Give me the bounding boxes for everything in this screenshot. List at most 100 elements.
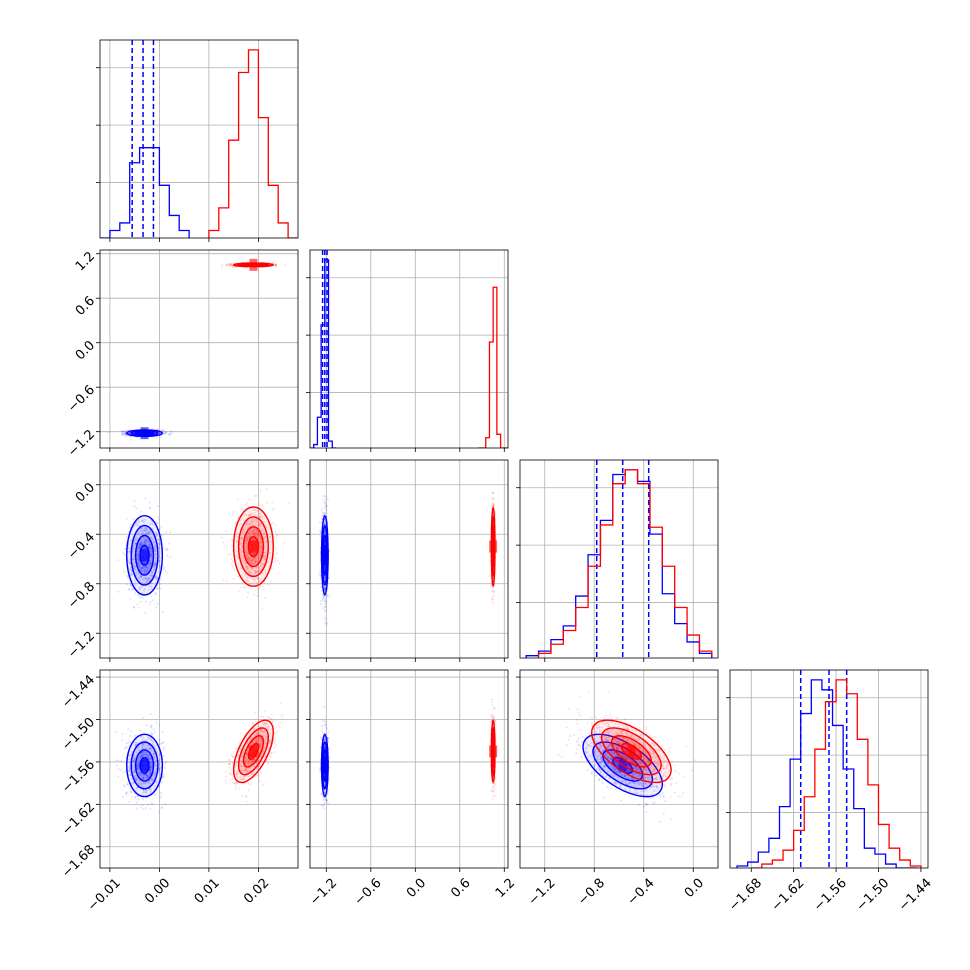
sample-point: [153, 540, 156, 543]
sample-point: [121, 552, 124, 555]
sample-point: [274, 264, 277, 267]
sample-point: [274, 559, 277, 562]
sample-point: [158, 542, 161, 545]
sample-point: [246, 545, 249, 548]
sample-point: [145, 541, 148, 544]
sample-point: [222, 579, 225, 582]
sample-point: [258, 581, 261, 584]
sample-point: [148, 543, 151, 546]
sample-point: [141, 519, 144, 522]
sample-point: [242, 528, 245, 531]
sample-point: [164, 431, 167, 434]
sample-point: [143, 571, 146, 574]
sample-point: [152, 752, 155, 755]
sample-point: [154, 772, 157, 775]
sample-point: [130, 574, 133, 577]
sample-point: [116, 559, 119, 562]
sample-point: [147, 776, 150, 779]
sample-point: [272, 508, 275, 511]
sample-point: [258, 545, 261, 548]
sample-point: [132, 563, 135, 566]
sample-point: [144, 528, 147, 531]
histogram-step-0-0: [100, 147, 190, 238]
sample-point: [148, 546, 151, 549]
sample-point: [165, 548, 168, 551]
sample-point: [149, 574, 152, 577]
sample-point: [245, 527, 248, 530]
sample-point: [134, 580, 137, 583]
sample-point: [142, 737, 145, 740]
sample-point: [245, 540, 248, 543]
sample-point: [145, 774, 148, 777]
sample-point: [153, 531, 156, 534]
sample-point: [147, 543, 150, 546]
sample-point: [153, 731, 156, 734]
sample-point: [145, 773, 148, 776]
sample-point: [226, 263, 229, 266]
sample-point: [319, 585, 322, 588]
sample-point: [262, 572, 265, 575]
sample-point: [253, 553, 256, 556]
sample-point: [249, 523, 252, 526]
sample-point: [246, 536, 249, 539]
sample-point: [252, 531, 255, 534]
sample-point: [164, 766, 167, 769]
sample-point: [259, 569, 262, 572]
sample-point: [157, 539, 160, 542]
sample-point: [140, 541, 143, 544]
sample-point: [142, 561, 145, 564]
sample-point: [232, 265, 235, 268]
sample-point: [149, 788, 152, 791]
sample-point: [128, 550, 131, 553]
sample-point: [127, 551, 130, 554]
sample-point: [251, 560, 254, 563]
sample-point: [150, 554, 153, 557]
sample-point: [320, 590, 323, 593]
sample-point: [276, 559, 279, 562]
sample-point: [125, 742, 128, 745]
sample-point: [128, 561, 131, 564]
sample-point: [128, 767, 131, 770]
sample-point: [227, 262, 230, 265]
sample-point: [144, 600, 147, 603]
sample-point: [143, 777, 146, 780]
sample-point: [271, 501, 274, 504]
sample-point: [250, 512, 253, 515]
sample-point: [129, 582, 132, 585]
sample-point: [319, 531, 322, 534]
sample-point: [259, 528, 262, 531]
density-peak-1: [249, 540, 258, 553]
sample-point: [148, 531, 151, 534]
sample-point: [122, 430, 125, 433]
sample-point: [160, 766, 163, 769]
sample-point: [136, 763, 139, 766]
sample-point: [142, 566, 145, 569]
sample-point: [136, 779, 139, 782]
sample-point: [153, 563, 156, 566]
sample-point: [244, 575, 247, 578]
sample-point: [127, 576, 130, 579]
sample-point: [131, 589, 134, 592]
sample-point: [263, 545, 266, 548]
sample-point: [258, 586, 261, 589]
sample-point: [153, 544, 156, 547]
sample-point: [162, 754, 165, 757]
sample-point: [151, 778, 154, 781]
sample-point: [252, 557, 255, 560]
sample-point: [324, 532, 327, 535]
sample-point: [324, 495, 327, 498]
sample-point: [492, 497, 495, 500]
sample-point: [229, 264, 232, 267]
sample-point: [144, 754, 147, 757]
sample-point: [138, 587, 141, 590]
sample-point: [150, 553, 153, 556]
sample-point: [150, 553, 153, 556]
sample-point: [130, 777, 133, 780]
sample-point: [154, 559, 157, 562]
sample-point: [232, 262, 235, 265]
sample-point: [143, 753, 146, 756]
sample-point: [251, 524, 254, 527]
sample-point: [157, 810, 160, 813]
sample-point: [147, 577, 150, 580]
sample-point: [254, 530, 257, 533]
